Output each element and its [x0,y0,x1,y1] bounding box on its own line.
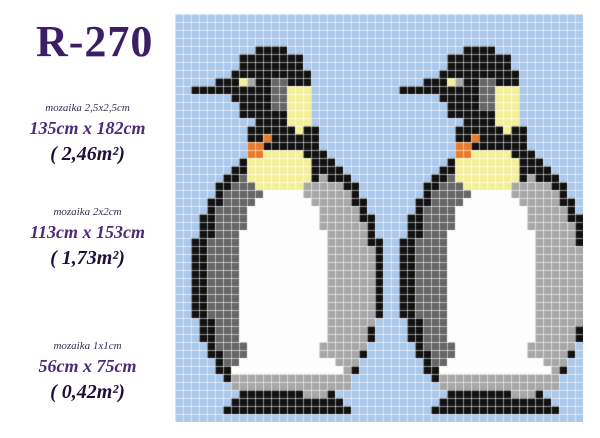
mosaic-canvas [175,14,583,422]
tile-size-label: mozaika 2,5x2,5cm [45,102,130,114]
tile-size-label: mozaika 2x2cm [53,206,122,218]
spec-tile-2cm: mozaika 2x2cm 113cm x 153cm ( 1,73m²) [0,206,175,270]
tile-size-label: mozaika 1x1cm [53,340,122,352]
area-label: ( 0,42m²) [50,381,125,403]
penguin-mosaic-pattern [175,14,583,422]
dimensions-label: 113cm x 153cm [30,222,145,242]
spec-tile-1cm: mozaika 1x1cm 56cm x 75cm ( 0,42m²) [0,340,175,404]
product-code: R-270 [36,17,154,66]
spec-tile-2-5cm: mozaika 2,5x2,5cm 135cm x 182cm ( 2,46m²… [0,102,175,166]
area-label: ( 1,73m²) [50,247,125,269]
area-label: ( 2,46m²) [50,143,125,165]
dimensions-label: 56cm x 75cm [38,356,137,376]
dimensions-label: 135cm x 182cm [29,118,146,138]
